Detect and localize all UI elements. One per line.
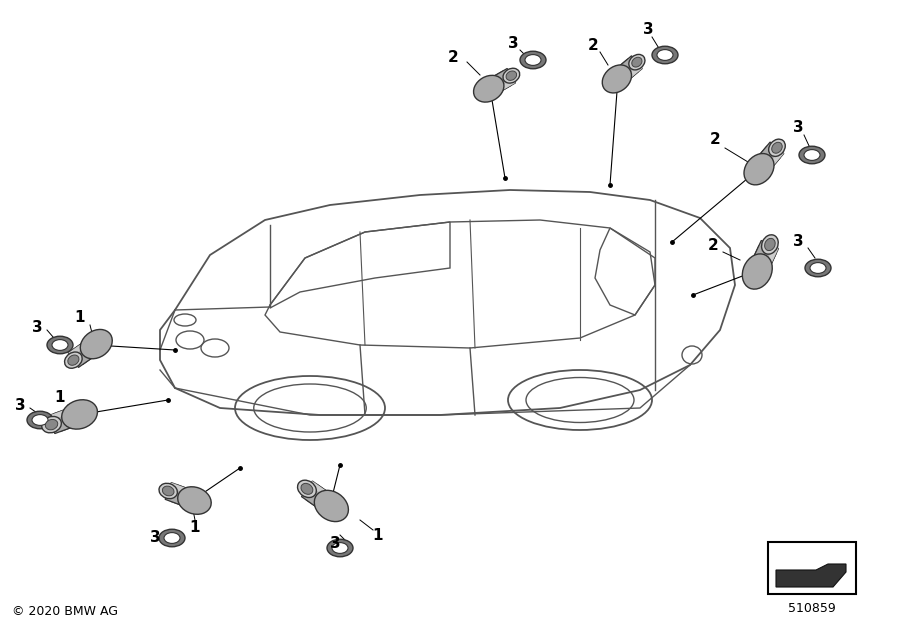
- Polygon shape: [175, 483, 196, 491]
- Ellipse shape: [771, 142, 782, 153]
- Ellipse shape: [769, 139, 786, 156]
- Text: 510859: 510859: [788, 602, 836, 615]
- Text: 3: 3: [793, 120, 804, 135]
- Text: 3: 3: [643, 23, 653, 38]
- Polygon shape: [491, 79, 516, 95]
- Text: 3: 3: [149, 529, 160, 544]
- Polygon shape: [315, 483, 336, 497]
- Ellipse shape: [327, 539, 353, 557]
- Ellipse shape: [162, 486, 174, 496]
- Polygon shape: [68, 338, 100, 367]
- Polygon shape: [613, 56, 643, 84]
- Ellipse shape: [47, 336, 73, 354]
- Ellipse shape: [80, 329, 112, 358]
- Ellipse shape: [503, 68, 519, 83]
- Text: 3: 3: [508, 35, 518, 50]
- Polygon shape: [73, 336, 92, 350]
- Ellipse shape: [799, 146, 825, 164]
- Polygon shape: [776, 564, 846, 587]
- Polygon shape: [621, 64, 638, 84]
- Ellipse shape: [164, 532, 180, 544]
- Polygon shape: [763, 151, 784, 174]
- Polygon shape: [54, 406, 81, 432]
- Polygon shape: [613, 59, 638, 84]
- Text: 3: 3: [14, 398, 25, 413]
- Polygon shape: [165, 483, 196, 508]
- Ellipse shape: [301, 483, 313, 495]
- Ellipse shape: [525, 55, 541, 66]
- Polygon shape: [492, 77, 511, 95]
- Ellipse shape: [804, 149, 820, 161]
- Ellipse shape: [65, 352, 82, 369]
- Ellipse shape: [473, 76, 504, 102]
- Polygon shape: [753, 146, 780, 174]
- Text: 2: 2: [588, 38, 598, 52]
- Polygon shape: [302, 481, 336, 513]
- Text: © 2020 BMW AG: © 2020 BMW AG: [12, 605, 118, 618]
- Text: 2: 2: [707, 238, 718, 253]
- Ellipse shape: [298, 480, 316, 498]
- Polygon shape: [486, 69, 516, 95]
- Polygon shape: [764, 151, 780, 174]
- Text: 3: 3: [32, 321, 42, 336]
- Ellipse shape: [652, 46, 678, 64]
- Ellipse shape: [314, 490, 348, 522]
- Ellipse shape: [159, 483, 177, 499]
- Ellipse shape: [520, 51, 546, 69]
- Ellipse shape: [62, 400, 97, 429]
- Polygon shape: [169, 483, 196, 496]
- Polygon shape: [49, 406, 76, 421]
- Ellipse shape: [27, 411, 53, 429]
- Ellipse shape: [761, 235, 778, 254]
- Polygon shape: [750, 246, 776, 274]
- Polygon shape: [763, 247, 776, 274]
- Ellipse shape: [632, 57, 642, 67]
- Text: 1: 1: [75, 311, 86, 326]
- Ellipse shape: [657, 50, 673, 60]
- Ellipse shape: [32, 415, 48, 425]
- Polygon shape: [54, 405, 76, 414]
- Polygon shape: [170, 484, 196, 508]
- Ellipse shape: [602, 65, 632, 93]
- Ellipse shape: [332, 542, 348, 553]
- Ellipse shape: [52, 340, 68, 350]
- Ellipse shape: [41, 416, 61, 433]
- Polygon shape: [310, 481, 336, 501]
- Polygon shape: [620, 65, 643, 84]
- Polygon shape: [761, 246, 778, 274]
- Text: 1: 1: [373, 527, 383, 542]
- Ellipse shape: [68, 355, 79, 365]
- Text: 2: 2: [709, 132, 720, 147]
- Polygon shape: [306, 484, 336, 513]
- Text: 1: 1: [55, 389, 65, 404]
- Ellipse shape: [744, 154, 774, 185]
- Ellipse shape: [177, 487, 212, 514]
- Ellipse shape: [629, 54, 645, 70]
- Text: 3: 3: [329, 536, 340, 551]
- Ellipse shape: [159, 529, 185, 547]
- Polygon shape: [68, 338, 93, 357]
- Text: 2: 2: [447, 50, 458, 66]
- Polygon shape: [49, 406, 81, 433]
- Ellipse shape: [810, 263, 826, 273]
- Text: 1: 1: [190, 520, 200, 534]
- Ellipse shape: [742, 254, 772, 289]
- Polygon shape: [73, 338, 100, 364]
- Ellipse shape: [45, 420, 58, 430]
- Ellipse shape: [765, 238, 775, 251]
- Bar: [768, 542, 856, 594]
- Polygon shape: [750, 241, 778, 274]
- Ellipse shape: [506, 71, 517, 81]
- Polygon shape: [486, 71, 511, 95]
- Ellipse shape: [805, 259, 831, 277]
- Polygon shape: [753, 142, 784, 174]
- Text: 3: 3: [793, 234, 804, 249]
